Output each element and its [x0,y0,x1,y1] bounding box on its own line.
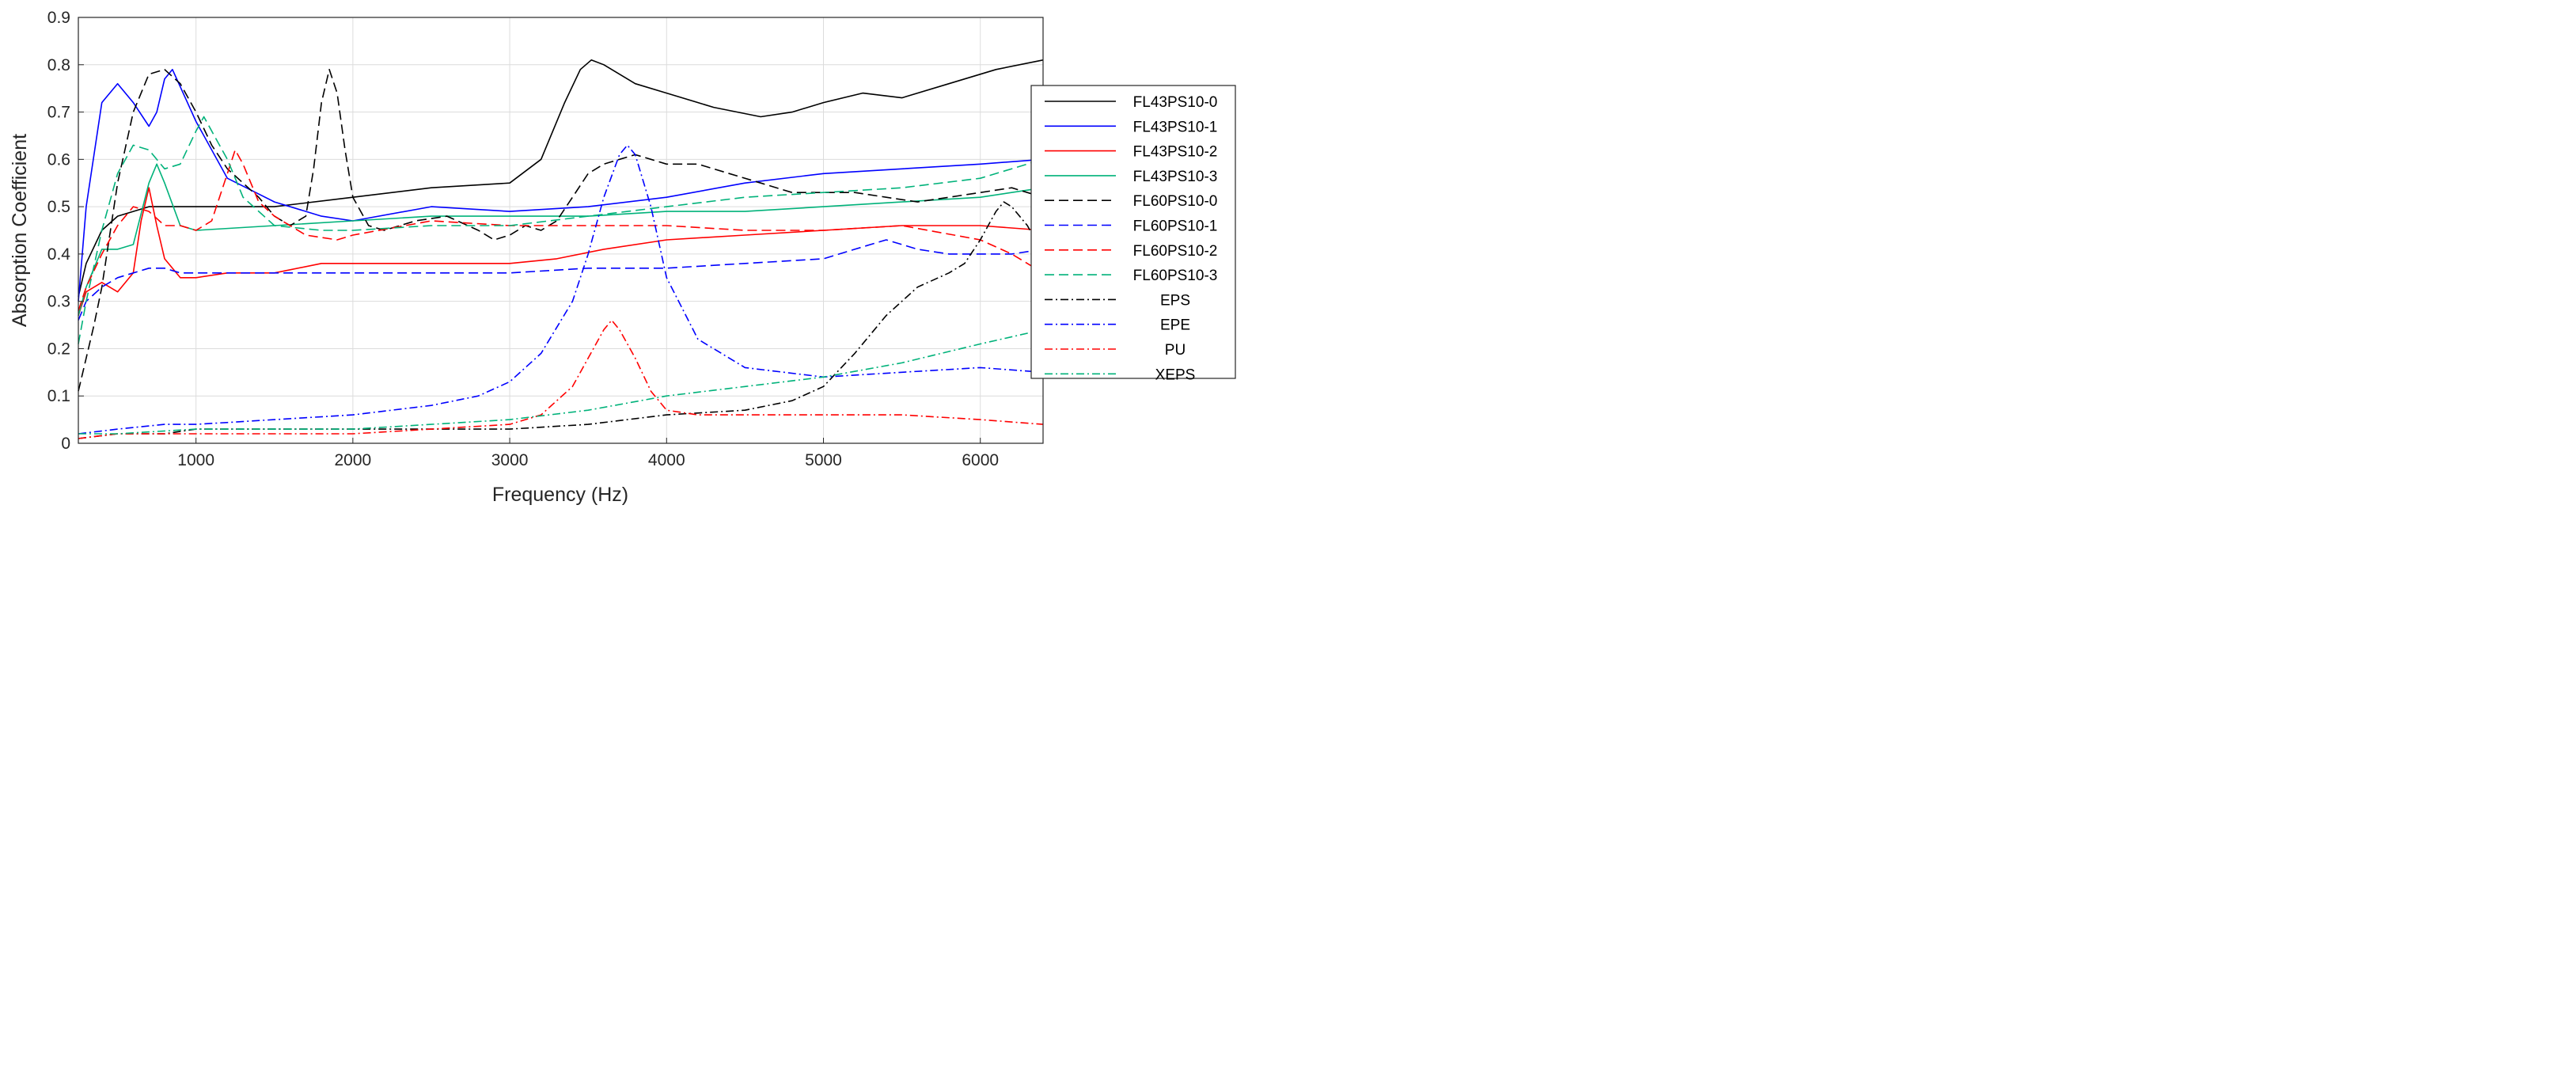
x-tick-label: 6000 [962,451,999,469]
x-tick-label: 1000 [177,451,214,469]
series-line-fl60ps10-2 [78,149,1044,311]
y-tick-label: 0 [61,435,70,453]
series-group [78,59,1044,439]
y-tick-label: 0.1 [47,387,70,405]
legend-label: FL43PS10-0 [1133,94,1218,111]
legend-label: FL43PS10-2 [1133,144,1218,161]
y-tick-label: 0.5 [47,198,70,216]
series-line-pu [78,319,1044,439]
legend-label: FL60PS10-3 [1133,268,1218,284]
y-tick-label: 0.2 [47,340,70,358]
series-line-fl60ps10-0 [78,69,1044,392]
absorption-chart: 1000 2000 3000 4000 5000 6000 0 0.1 0.2 0.3 0.4 0.5… [0,0,1241,515]
y-axis-title: Absorption Coefficient [9,134,31,327]
legend-label: FL43PS10-1 [1133,119,1218,135]
y-tick-label: 0.9 [47,9,70,27]
series-line-fl43ps10-1 [78,69,1044,302]
y-tick-label: 0.4 [47,245,71,264]
series-line-fl43ps10-0 [78,59,1044,297]
legend-label: FL43PS10-3 [1133,169,1218,185]
tick-labels: 1000 2000 3000 4000 5000 6000 0 0.1 0.2 0.3 0.4 0.5… [47,9,999,469]
legend-label: FL60PS10-0 [1133,193,1218,210]
series-line-epe [78,144,1044,435]
y-tick-label: 0.6 [47,150,70,169]
legend-box [1030,85,1236,379]
series-line-xeps [78,329,1044,435]
x-axis-title: Frequency (Hz) [492,484,628,506]
legend-label: EPS [1160,292,1190,309]
legend-label: PU [1165,342,1186,359]
series-line-eps [78,201,1044,439]
legend-label: XEPS [1155,366,1196,383]
legend-label: FL60PS10-1 [1133,218,1218,235]
series-line-fl60ps10-1 [78,239,1044,321]
series-line-fl60ps10-3 [78,116,1044,344]
x-tick-label: 5000 [805,451,842,469]
legend-label: EPE [1160,317,1190,334]
x-tick-label: 4000 [648,451,685,469]
y-tick-label: 0.3 [47,293,70,311]
x-tick-label: 2000 [335,451,372,469]
y-tick-label: 0.8 [47,56,70,74]
legend: FL43PS10-0 FL43PS10-1 FL43PS10-2 FL43PS10-3… [1030,85,1236,383]
legend-label: FL60PS10-2 [1133,243,1218,260]
y-tick-label: 0.7 [47,104,70,122]
x-tick-label: 3000 [491,451,529,469]
